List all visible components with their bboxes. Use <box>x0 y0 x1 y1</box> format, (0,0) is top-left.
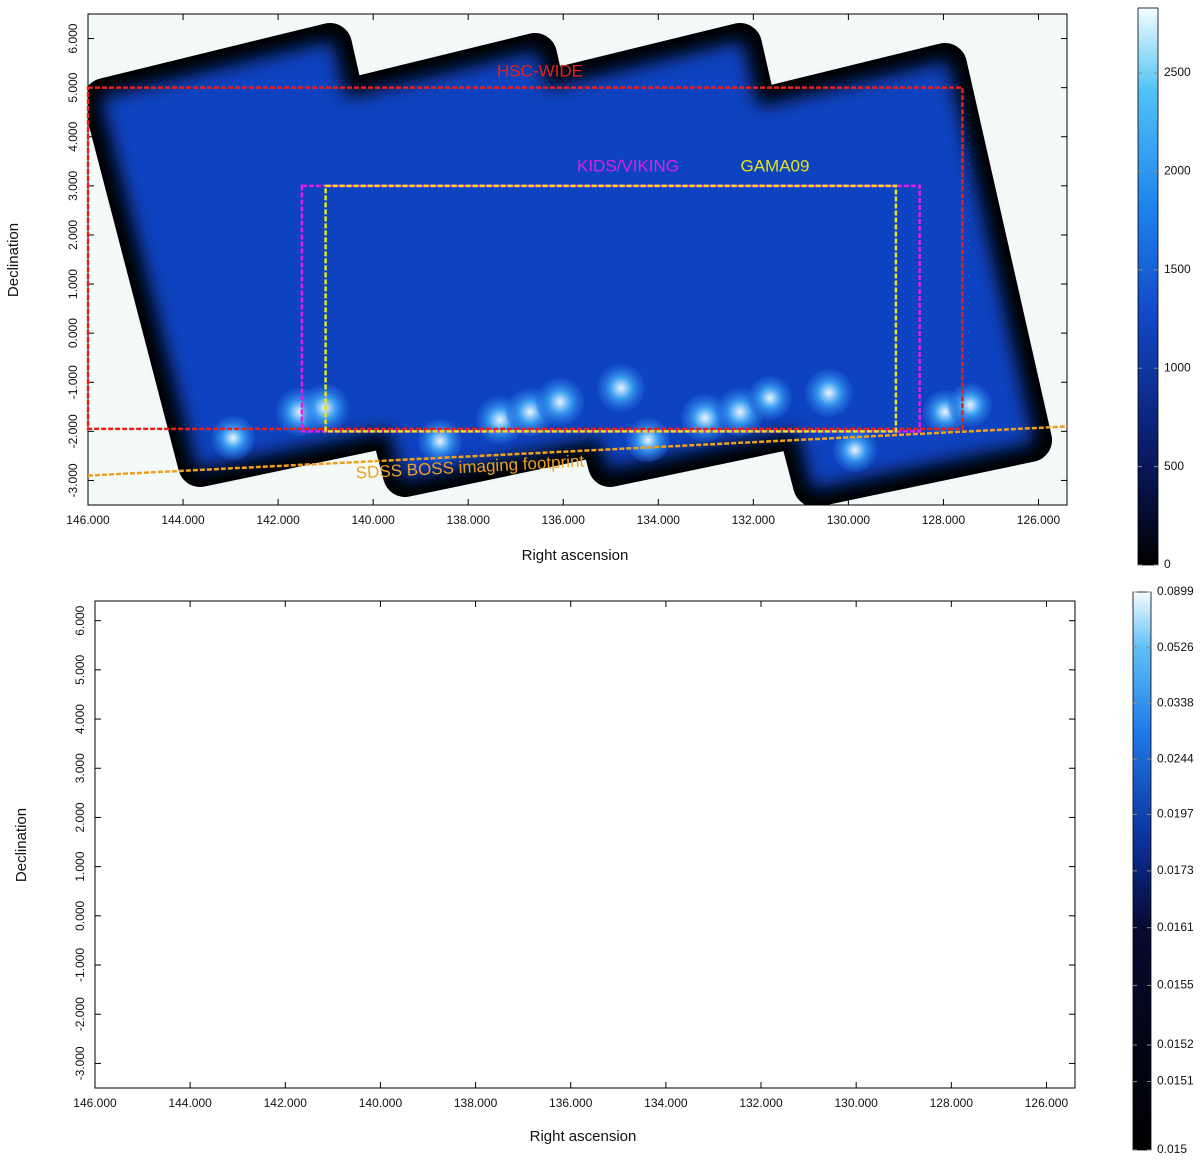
y-tick-label: 6.000 <box>73 605 87 635</box>
footprint-map <box>88 23 1052 505</box>
x-tick-label: 140.000 <box>359 1096 403 1110</box>
colorbar-tick-label: 1500 <box>1164 262 1191 276</box>
colorbar-tick-label: 0.0155 <box>1157 978 1194 992</box>
colorbar-tick-label: 0.0526 <box>1157 640 1194 654</box>
region-box <box>86 86 964 431</box>
x-tick-label: 140.000 <box>351 513 395 527</box>
y-axis-label: Declination <box>13 808 30 882</box>
colorbar-tick-label: 0.0338 <box>1157 696 1194 710</box>
y-tick-label: 5.000 <box>73 655 87 685</box>
colorbar-tick-label: 1000 <box>1164 360 1191 374</box>
y-tick-label: 6.000 <box>66 23 80 53</box>
x-tick-label: 136.000 <box>549 1096 593 1110</box>
y-tick-label: 5.000 <box>66 72 80 102</box>
x-tick-label: 128.000 <box>930 1096 974 1110</box>
x-tick-label: 146.000 <box>66 513 110 527</box>
bright-spot <box>536 378 584 426</box>
plot-frame <box>87 13 1068 506</box>
y-tick-label: 1.000 <box>73 851 87 881</box>
footprint-interior <box>101 41 1034 489</box>
y-tick-label: 4.000 <box>73 704 87 734</box>
region-label: HSC-WIDE <box>497 61 583 80</box>
colorbar-tick-label: 0.0899 <box>1157 584 1194 598</box>
bright-spot <box>418 419 462 463</box>
region-line <box>87 425 1068 477</box>
x-tick-label: 136.000 <box>542 513 586 527</box>
x-tick-label: 130.000 <box>827 513 871 527</box>
colorbar <box>1137 7 1159 566</box>
x-axis-label: Right ascension <box>530 1128 637 1145</box>
bright-spot <box>748 376 792 420</box>
colorbar-tick-label: 0.015 <box>1157 1142 1187 1156</box>
region-label: GAMA09 <box>741 156 810 175</box>
x-tick-label: 128.000 <box>922 513 966 527</box>
colorbar-tick-label: 0.0152 <box>1157 1037 1194 1051</box>
bright-spot <box>833 428 877 472</box>
bright-spot <box>597 364 645 412</box>
x-tick-label: 134.000 <box>637 513 681 527</box>
y-tick-label: -3.000 <box>66 463 80 497</box>
y-tick-label: 4.000 <box>66 121 80 151</box>
x-tick-label: 130.000 <box>834 1096 878 1110</box>
colorbar-tick-label: 0.0151 <box>1157 1074 1194 1088</box>
bright-spot <box>948 383 992 427</box>
y-tick-label: 1.000 <box>66 269 80 299</box>
x-tick-label: 142.000 <box>256 513 300 527</box>
y-tick-label: 2.000 <box>66 220 80 250</box>
colorbar-tick-label: 0.0197 <box>1157 807 1194 821</box>
colorbar-tick-label: 500 <box>1164 459 1184 473</box>
x-tick-label: 146.000 <box>73 1096 117 1110</box>
colorbar-tick-label: 0.0244 <box>1157 751 1194 765</box>
x-tick-label: 144.000 <box>161 513 205 527</box>
y-tick-label: -2.000 <box>66 414 80 448</box>
y-tick-label: -1.000 <box>73 948 87 982</box>
colorbar-tick-label: 0 <box>1164 557 1171 571</box>
x-tick-label: 144.000 <box>168 1096 212 1110</box>
y-tick-label: 0.000 <box>73 900 87 930</box>
region-label: KIDS/VIKING <box>577 156 679 175</box>
x-tick-label: 132.000 <box>739 1096 783 1110</box>
bright-spot <box>211 416 255 460</box>
bright-spot <box>805 369 853 417</box>
y-tick-label: -2.000 <box>73 997 87 1031</box>
x-tick-label: 126.000 <box>1017 513 1061 527</box>
y-tick-label: 0.000 <box>66 318 80 348</box>
colorbar-tick-label: 0.0173 <box>1157 863 1194 877</box>
y-tick-label: 3.000 <box>73 753 87 783</box>
colorbar-tick-label: 2500 <box>1164 65 1191 79</box>
x-tick-label: 126.000 <box>1025 1096 1069 1110</box>
region-box <box>324 184 898 433</box>
colorbar-tick-label: 0.0161 <box>1157 920 1194 934</box>
x-tick-label: 138.000 <box>446 513 490 527</box>
colorbar-tick-label: 2000 <box>1164 164 1191 178</box>
plot-background <box>95 601 1075 1088</box>
y-tick-label: 3.000 <box>66 171 80 201</box>
x-tick-label: 138.000 <box>454 1096 498 1110</box>
y-tick-label: 2.000 <box>73 802 87 832</box>
x-tick-label: 132.000 <box>732 513 776 527</box>
x-tick-label: 142.000 <box>264 1096 308 1110</box>
plot-frame <box>94 600 1076 1089</box>
y-axis-label: Declination <box>5 223 22 297</box>
footprint-tile <box>716 61 1034 489</box>
bright-spot <box>626 418 670 462</box>
x-axis-label: Right ascension <box>522 547 629 564</box>
x-tick-label: 134.000 <box>644 1096 688 1110</box>
y-tick-label: -1.000 <box>66 365 80 399</box>
y-tick-label: -3.000 <box>73 1046 87 1080</box>
